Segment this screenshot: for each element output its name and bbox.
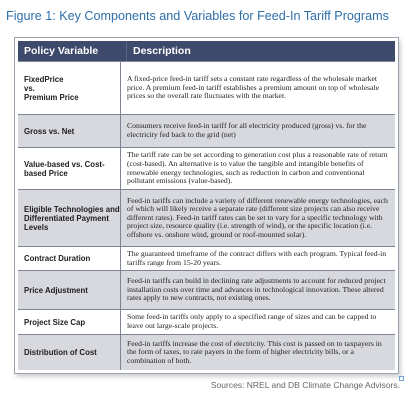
table-row: Value-based vs. Cost-based Price The tar… [18, 147, 395, 189]
source-note: Sources: NREL and DB Climate Change Advi… [210, 380, 400, 390]
table-row: Price Adjustment Feed-in tariffs can bui… [18, 270, 395, 309]
row-description: Some feed-in tariffs only apply to a spe… [120, 310, 395, 334]
header-description: Description [126, 41, 395, 61]
row-description: A fixed-price feed-in tariff sets a cons… [120, 62, 395, 114]
table-row: Eligible Technologies and Differentiated… [18, 189, 395, 246]
row-description: The guaranteed timeframe of the contract… [120, 247, 395, 270]
row-variable: Contract Duration [24, 254, 91, 263]
policy-table: Policy Variable Description FixedPrice v… [14, 37, 399, 374]
row-variable: Price Adjustment [24, 285, 88, 295]
row-description: Feed-in tariffs can build in declining r… [120, 271, 395, 309]
table-row: Contract Duration The guaranteed timefra… [18, 246, 395, 270]
figure-title: Figure 1: Key Components and Variables f… [6, 9, 389, 23]
row-description: Consumers receive feed-in tariff for all… [120, 115, 395, 147]
row-variable: Eligible Technologies and Differentiated… [24, 204, 120, 232]
row-variable: Distribution of Cost [24, 348, 97, 357]
table-row: Gross vs. Net Consumers receive feed-in … [18, 114, 395, 147]
table-header: Policy Variable Description [18, 41, 395, 61]
table-row: Distribution of Cost Feed-in tariffs inc… [18, 334, 395, 370]
table-row: FixedPrice vs. Premium Price A fixed-pri… [18, 61, 395, 114]
table-row: Project Size Cap Some feed-in tariffs on… [18, 309, 395, 334]
row-variable: FixedPrice vs. Premium Price [24, 74, 79, 102]
row-variable: Gross vs. Net [24, 126, 75, 136]
corner-handle-icon [399, 376, 404, 381]
row-variable: Value-based vs. Cost-based Price [24, 159, 105, 178]
row-description: The tariff rate can be set according to … [120, 148, 395, 189]
header-policy-variable: Policy Variable [24, 45, 99, 57]
row-variable: Project Size Cap [24, 317, 86, 327]
row-description: Feed-in tariffs can include a variety of… [120, 190, 395, 246]
row-description: Feed-in tariffs increase the cost of ele… [120, 335, 395, 370]
